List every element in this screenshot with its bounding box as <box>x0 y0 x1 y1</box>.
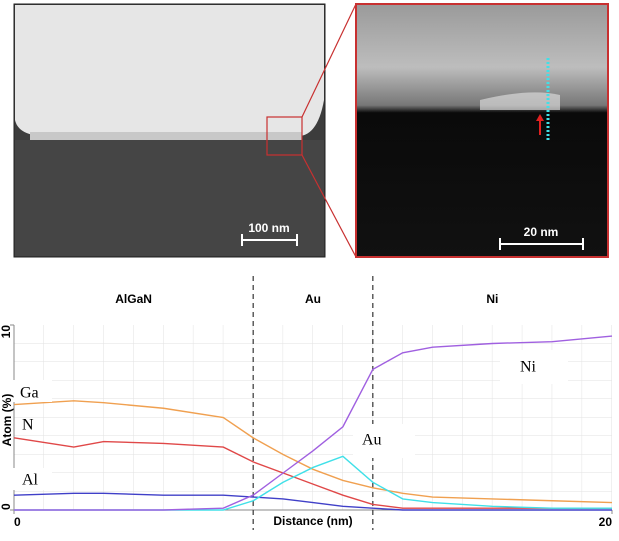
y-tick-label: 10 <box>0 325 13 339</box>
right-image: 20 nm <box>356 4 608 257</box>
series-label: Au <box>362 432 382 449</box>
region-label: Au <box>305 292 321 306</box>
series-label: Ga <box>20 385 39 402</box>
series-label: Ni <box>520 359 537 376</box>
x-tick-label: 0 <box>14 515 21 529</box>
page: {"images": {"left_scale": "100 nm", "rig… <box>0 0 619 536</box>
left-image: 100 nm <box>14 4 325 257</box>
scale-label: 100 nm <box>248 221 289 235</box>
series-label: Al <box>22 472 39 489</box>
region-label: Ni <box>486 292 498 306</box>
series-label: N <box>22 417 34 434</box>
figure: 100 nm 20 nm 010020AlGaNAuNi Ga N Al Au … <box>0 0 619 536</box>
scale-label: 20 nm <box>524 225 559 239</box>
y-tick-label: 0 <box>0 503 13 510</box>
x-tick-label: 20 <box>599 515 613 529</box>
region-label: AlGaN <box>115 292 152 306</box>
y-axis-label: Atom (%) <box>0 394 14 447</box>
x-axis-label: Distance (nm) <box>273 514 352 528</box>
